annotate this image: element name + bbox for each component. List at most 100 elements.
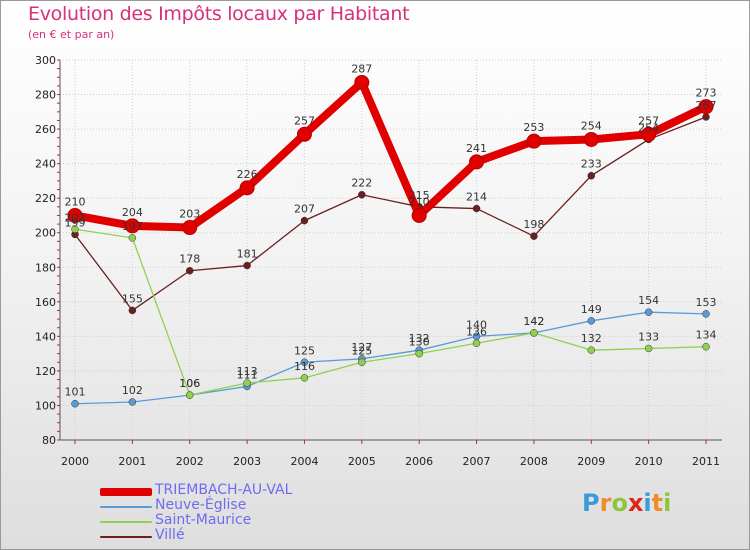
data-label: 207 [294,203,315,216]
x-tick-label: 2004 [290,455,318,468]
data-point [411,207,427,223]
legend-item-saint-maurice: Saint-Maurice [100,512,400,529]
data-point [243,379,251,387]
data-label: 241 [466,142,487,155]
y-tick-label: 200 [35,227,56,240]
y-tick-label: 120 [35,365,56,378]
data-point [530,232,538,240]
data-point [300,374,309,382]
data-label: 233 [581,158,602,171]
data-point [354,74,370,90]
legend-label-neuve-eglise: Neuve-Église [155,497,247,513]
data-label: 226 [237,168,258,181]
data-label: 254 [638,121,659,134]
series-line-3 [74,116,707,312]
x-tick-label: 2002 [176,455,204,468]
data-label: 125 [351,344,372,357]
series-line-1 [74,311,707,405]
data-label: 222 [351,177,372,190]
legend-swatch-neuve-eglise [100,506,152,508]
data-label: 134 [696,329,717,342]
data-label: 116 [294,360,315,373]
data-point [128,398,137,406]
logo-letter: i [663,489,672,517]
data-point [644,308,653,316]
data-point [185,391,194,399]
data-label: 106 [179,377,200,390]
data-point [587,346,596,354]
data-label: 273 [696,87,717,100]
data-point [644,344,653,353]
data-point [526,133,542,149]
data-point [358,358,366,367]
grid-lines [60,59,722,441]
data-point [702,310,710,318]
data-label: 142 [523,315,544,328]
x-tick-label: 2007 [463,455,491,468]
legend-swatch-saint-maurice [100,521,152,523]
data-point [702,113,710,121]
data-label: 153 [696,296,717,309]
data-label: 215 [409,189,430,202]
data-label: 210 [65,195,86,208]
data-label: 102 [122,384,143,397]
data-point [296,126,312,142]
data-point [641,126,657,142]
data-point [472,339,481,348]
data-label: 181 [237,248,258,261]
y-tick-label: 140 [35,330,56,343]
data-label: 142 [523,315,544,328]
data-point [128,306,137,315]
data-label: 253 [523,121,544,134]
data-label: 199 [65,216,86,229]
data-label: 132 [409,332,430,345]
x-tick-label: 2005 [348,455,376,468]
logo-letter: o [611,489,628,517]
data-label: 106 [179,377,200,390]
logo-letter: t [651,489,664,517]
data-label: 132 [581,332,602,345]
y-tick-label: 220 [35,192,56,205]
data-point [358,190,366,199]
data-point [583,131,599,147]
data-point [124,218,140,234]
data-label: 125 [294,344,315,357]
series-layer [67,74,714,408]
data-point [300,358,309,367]
y-tick-label: 80 [42,434,56,447]
y-tick-label: 280 [35,89,56,102]
x-tick-label: 2010 [635,455,663,468]
x-tick-label: 2006 [405,455,433,468]
data-point [243,261,251,270]
y-tick-label: 260 [35,123,56,136]
legend-label-triembach: TRIEMBACH-AU-VAL [155,482,293,498]
x-tick-label: 2011 [692,455,720,468]
data-label: 204 [122,206,143,219]
data-point [185,266,194,275]
data-label: 155 [122,292,143,305]
chart-subtitle: (en € et par an) [28,28,115,41]
data-point [698,99,714,115]
legend-item-neuve-eglise: Neuve-Église [100,497,400,514]
data-label: 127 [351,341,372,354]
legend-swatch-triembach [100,488,152,496]
legend-label-ville: Villé [155,527,185,543]
data-label: 203 [179,208,200,221]
data-label: 254 [581,119,602,132]
proxiti-logo: Proxiti [582,489,671,517]
legend-item-triembach: TRIEMBACH-AU-VAL [100,482,400,499]
data-label: 257 [294,114,315,127]
data-label: 202 [65,211,86,224]
y-tick-label: 160 [35,296,56,309]
data-point [587,171,596,180]
data-label: 178 [179,253,200,266]
legend-swatch-ville [100,536,152,538]
y-tick-label: 300 [35,54,56,67]
y-tick-label: 240 [35,158,56,171]
series-line-2 [74,228,707,396]
logo-letter: i [643,489,652,517]
y-tick-label: 100 [35,399,56,412]
logo-letter: x [627,489,644,517]
